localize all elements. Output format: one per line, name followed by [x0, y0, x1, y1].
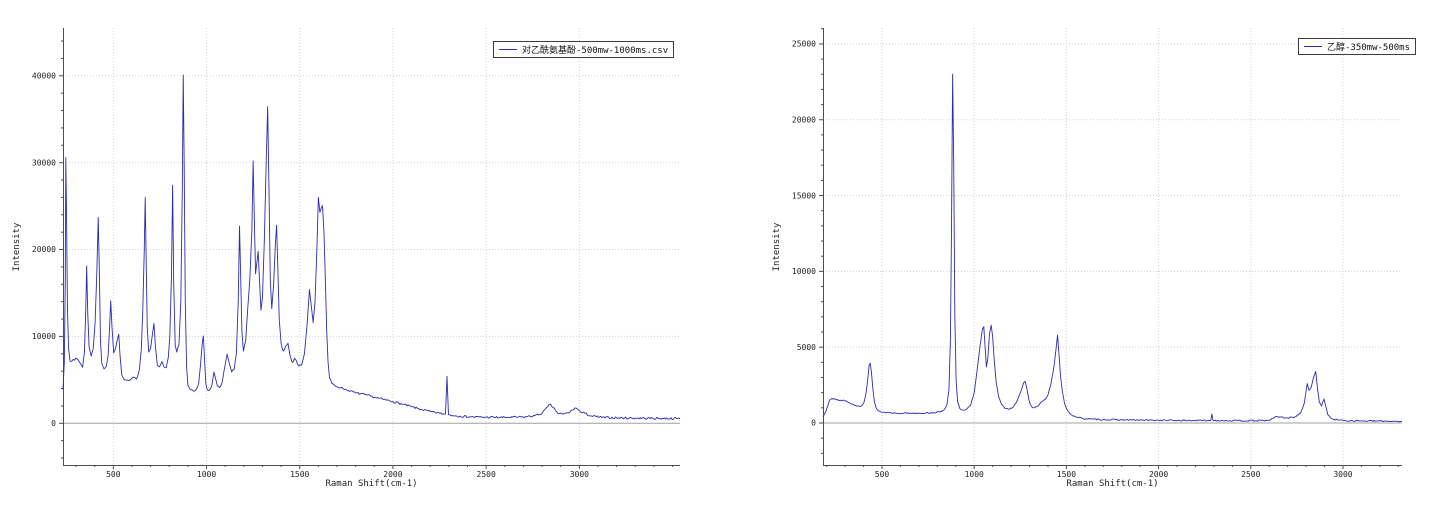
svg-text:1000: 1000 — [197, 470, 216, 479]
legend-line-sample — [499, 49, 517, 50]
plot-area: 500 1000 1500 2000 2500 300001000020000300004… — [32, 28, 681, 479]
svg-text:2500: 2500 — [477, 470, 496, 479]
tick-labels: 500 1000 1500 2000 2500 300001000020000300004… — [32, 71, 589, 479]
axes — [63, 28, 680, 466]
svg-text:25000: 25000 — [792, 40, 816, 49]
svg-text:3000: 3000 — [1333, 470, 1352, 479]
legend-line-sample — [1304, 46, 1322, 47]
y-axis-title: Intensity — [772, 222, 782, 271]
svg-text:1500: 1500 — [290, 470, 309, 479]
x-axis-title: Raman Shift(cm-1) — [325, 479, 418, 489]
svg-text:1000: 1000 — [965, 470, 984, 479]
axes — [823, 28, 1402, 466]
ticks — [59, 40, 674, 469]
legend-label: 乙醇-350mw-500ms — [1327, 43, 1411, 53]
legend: 乙醇-350mw-500ms — [1298, 38, 1417, 55]
svg-text:0: 0 — [811, 419, 816, 428]
svg-text:2000: 2000 — [383, 470, 402, 479]
svg-text:10000: 10000 — [32, 332, 56, 341]
x-axis-title: Raman Shift(cm-1) — [1066, 479, 1159, 489]
svg-text:5000: 5000 — [797, 343, 816, 352]
chart-ethanol-spectrum: 500 1000 1500 2000 2500 3000 0 5000 10000 15000 20… — [752, 0, 1454, 520]
svg-text:1500: 1500 — [1057, 470, 1076, 479]
svg-text:2500: 2500 — [1241, 470, 1260, 479]
svg-text:20000: 20000 — [792, 115, 816, 124]
legend-label: 对乙酰氨基酚-500mw-1000ms.csv — [522, 46, 669, 56]
chart-paracetamol-spectrum: 500 1000 1500 2000 2500 3000 0 10000 20000 30000 4… — [0, 0, 700, 520]
series-line — [822, 73, 1403, 423]
legend: 对乙酰氨基酚-500mw-1000ms.csv — [493, 41, 675, 58]
gridlines — [63, 28, 680, 465]
plot-area: 500 1000 1500 2000 2500 3000 0 5000 10000 15000 20… — [792, 28, 1403, 479]
svg-text:30000: 30000 — [32, 158, 56, 167]
ticks — [819, 28, 1399, 469]
svg-text:2000: 2000 — [1149, 470, 1168, 479]
series-line — [62, 74, 681, 420]
gridlines — [823, 28, 1402, 465]
y-axis-title: Intensity — [12, 222, 22, 271]
svg-text:40000: 40000 — [32, 71, 56, 80]
svg-text:10000: 10000 — [792, 267, 816, 276]
svg-text:500: 500 — [875, 470, 890, 479]
svg-text:3000: 3000 — [570, 470, 589, 479]
svg-text:15000: 15000 — [792, 191, 816, 200]
svg-text:500: 500 — [106, 470, 121, 479]
svg-text:0: 0 — [51, 419, 56, 428]
svg-text:20000: 20000 — [32, 245, 56, 254]
tick-labels: 500 1000 1500 2000 2500 3000 0 5000 10000 15000 20… — [792, 40, 1353, 479]
